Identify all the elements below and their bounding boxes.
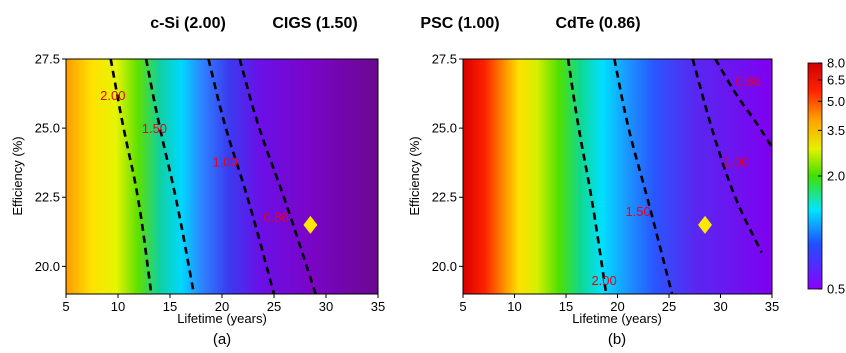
x-tick-label: 15 xyxy=(163,299,177,314)
colorbar-tick-label: 6.5 xyxy=(827,72,845,87)
x-tick-label: 30 xyxy=(319,299,333,314)
colorbar-tick-label: 8.0 xyxy=(827,56,845,71)
y-tick-label: 25.0 xyxy=(35,121,60,136)
x-tick-label: 5 xyxy=(459,299,466,314)
colorbar-tick-label: 5.0 xyxy=(827,94,845,109)
x-axis-label: Lifetime (years) xyxy=(177,311,267,326)
colorbar-tick-label: 2.0 xyxy=(827,169,845,184)
contour-label: 2.00 xyxy=(591,273,616,288)
diamond-marker xyxy=(698,215,712,234)
contour-label: 2.00 xyxy=(100,88,125,103)
y-axis-label: Efficiency (%) xyxy=(10,136,25,215)
y-tick-label: 27.5 xyxy=(35,52,60,67)
x-tick-label: 25 xyxy=(267,299,281,314)
contour-line xyxy=(714,59,772,149)
contour-label: 1.50 xyxy=(142,121,167,136)
y-tick-label: 20.0 xyxy=(35,259,60,274)
contour-line xyxy=(109,59,153,294)
x-axis-label: Lifetime (years) xyxy=(572,311,662,326)
y-tick-label: 20.0 xyxy=(432,259,457,274)
panel-label-a: (a) xyxy=(213,331,231,348)
header-label-cigs: CIGS (1.50) xyxy=(272,15,357,32)
colorbar-tick-label: 0.5 xyxy=(827,282,845,297)
tick-marks-b xyxy=(459,58,773,298)
x-tick-label: 5 xyxy=(62,299,69,314)
contours-b xyxy=(566,59,772,294)
header-label-csi: c-Si (2.00) xyxy=(150,15,226,32)
x-tick-label: 30 xyxy=(713,299,727,314)
header-label-psc: PSC (1.00) xyxy=(420,15,499,32)
contour-line xyxy=(238,59,317,294)
y-tick-label: 25.0 xyxy=(432,121,457,136)
y-tick-label: 27.5 xyxy=(432,52,457,67)
panel-a: 2.00 1.50 1.00 0.86 5 10 15 20 25 30 35 … xyxy=(10,52,385,349)
diamond-marker xyxy=(303,215,318,234)
x-tick-label: 20 xyxy=(215,299,229,314)
panel-label-b: (b) xyxy=(608,331,626,348)
contour-line xyxy=(207,59,276,294)
x-tick-label: 10 xyxy=(507,299,521,314)
contour-line xyxy=(613,59,674,294)
tick-marks-a xyxy=(62,58,379,298)
contour-label: 0.86 xyxy=(736,74,761,89)
x-tick-label: 20 xyxy=(610,299,624,314)
x-tick-label: 35 xyxy=(371,299,385,314)
contour-line xyxy=(691,59,763,254)
x-tick-label: 10 xyxy=(111,299,125,314)
contour-label: 0.86 xyxy=(263,210,288,225)
colorbar: 8.0 6.5 5.0 3.5 2.0 0.5 xyxy=(807,56,845,297)
colorbar-ticks xyxy=(818,62,822,290)
x-tick-label: 15 xyxy=(559,299,573,314)
colorbar-tick-label: 3.5 xyxy=(827,123,845,138)
header-label-cdte: CdTe (0.86) xyxy=(555,15,640,32)
y-tick-label: 22.5 xyxy=(432,190,457,205)
contour-line xyxy=(566,59,608,294)
contour-line xyxy=(144,59,196,294)
contours-a xyxy=(109,59,317,294)
contour-label: 1.50 xyxy=(625,204,650,219)
contour-label: 1.00 xyxy=(212,154,237,169)
panel-b: 2.00 1.50 1.00 0.86 5 10 15 20 25 30 35 … xyxy=(407,52,779,349)
contour-label: 1.00 xyxy=(723,154,748,169)
contour-labels-a: 2.00 1.50 1.00 0.86 xyxy=(100,88,289,225)
x-tick-label: 25 xyxy=(662,299,676,314)
heatmap-b-background xyxy=(463,59,772,294)
contour-labels-b: 2.00 1.50 1.00 0.86 xyxy=(591,74,761,288)
y-axis-label: Efficiency (%) xyxy=(407,136,422,215)
y-tick-label: 22.5 xyxy=(35,190,60,205)
x-tick-label: 35 xyxy=(765,299,779,314)
